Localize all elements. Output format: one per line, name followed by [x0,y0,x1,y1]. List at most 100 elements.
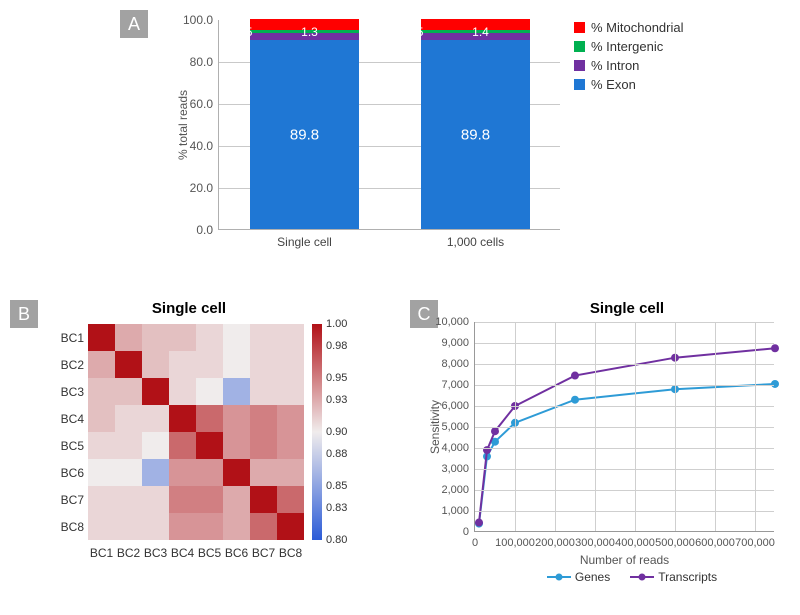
heatmap-cell [88,486,115,513]
series-line [479,348,775,522]
panel-a-ytick: 0.0 [196,223,219,237]
heatmap-cell [223,432,250,459]
panel-c-ytick: 6,000 [441,400,475,412]
heatmap-cell [88,405,115,432]
bar-value-label: 3.5 [407,25,424,39]
legend-label: Genes [575,570,610,584]
heatmap-cell [196,513,223,540]
legend-label: % Intron [591,58,639,73]
panel-c-ytick: 5,000 [441,421,475,433]
panel-c-gridline [475,406,774,407]
bar-value-label: 5.3 [367,15,384,29]
legend-swatch [574,41,585,52]
panel-c-legend: GenesTranscripts [474,570,790,585]
heatmap-cell [196,432,223,459]
heatmap-cell [142,378,169,405]
panel-c-ytick: 9,000 [441,337,475,349]
colorbar-tick: 0.85 [326,480,347,492]
heatmap-cell [250,486,277,513]
series-marker [771,344,779,352]
panel-c-ytick: 8,000 [441,358,475,370]
legend-marker-icon [630,572,654,582]
heatmap-cell [88,432,115,459]
panel-c-gridline [475,385,774,386]
panel-c-ytick: 2,000 [441,484,475,496]
heatmap-cell [169,405,196,432]
colorbar-tick: 1.00 [326,318,347,330]
colorbar-tick: 0.98 [326,340,347,352]
heatmap-row-label: BC5 [44,439,84,453]
heatmap-cell [142,324,169,351]
heatmap-cell [196,459,223,486]
heatmap-col-label: BC8 [279,546,302,560]
legend-item: % Exon [574,77,684,92]
heatmap-cell [88,324,115,351]
legend-swatch [574,79,585,90]
colorbar-tick: 0.90 [326,426,347,438]
panel-a-xcat: Single cell [277,235,332,249]
heatmap-col-label: BC2 [117,546,140,560]
colorbar-tick: 0.95 [326,372,347,384]
heatmap-cell [115,459,142,486]
panel-c-ytick: 3,000 [441,463,475,475]
series-line [479,384,775,524]
heatmap-cell [250,513,277,540]
heatmap-cell [115,351,142,378]
panel-c-xtick: 400,000 [615,537,655,549]
heatmap-col-label: BC3 [144,546,167,560]
panel-a-ytick: 40.0 [190,139,219,153]
bar-top-labels: 3.51.35.3 [236,25,383,39]
heatmap-cell [142,405,169,432]
heatmap-cell [277,486,304,513]
heatmap-row-label: BC6 [44,466,84,480]
bar-value-label: 3.5 [236,25,253,39]
heatmap-cell [115,324,142,351]
heatmap-colorbar: 1.000.980.950.930.900.880.850.830.80 [312,324,322,540]
panel-c-ytick: 1,000 [441,505,475,517]
heatmap-cell [223,405,250,432]
panel-c-xtick: 0 [472,537,478,549]
heatmap-cell [196,351,223,378]
heatmap-cell [223,486,250,513]
legend-swatch [574,22,585,33]
panel-c-gridline [475,511,774,512]
panel-c-xtick: 600,000 [695,537,735,549]
heatmap-row-label: BC7 [44,493,84,507]
panel-c-xtick: 500,000 [655,537,695,549]
panel-c: Single cell Sensitivity Number of reads … [420,300,790,600]
panel-a-legend: % Mitochondrial% Intergenic% Intron% Exo… [574,20,684,96]
legend-item: % Intron [574,58,684,73]
panel-c-gridline [475,469,774,470]
panel-c-gridline [475,364,774,365]
series-marker [491,427,499,435]
series-marker [771,380,779,388]
panel-c-gridline [475,448,774,449]
heatmap-cell [250,351,277,378]
panel-c-gridline [475,322,774,323]
heatmap-cell [223,378,250,405]
panel-c-xlabel: Number of reads [475,553,774,567]
heatmap-cell [250,378,277,405]
panel-b-title: Single cell [44,300,334,317]
panel-a: % total reads 0.020.040.060.080.0100.0Si… [158,10,728,268]
heatmap-cell [250,324,277,351]
panel-c-xtick: 200,000 [535,537,575,549]
heatmap-row-label: BC8 [44,520,84,534]
heatmap-cell [223,324,250,351]
heatmap-cell [223,459,250,486]
series-marker [475,519,483,527]
heatmap-col-label: BC5 [198,546,221,560]
heatmap-cell [169,351,196,378]
bar-top-labels: 3.51.45.4 [407,25,554,39]
heatmap-cell [277,405,304,432]
panel-c-gridline [475,343,774,344]
panel-a-ytick: 80.0 [190,55,219,69]
heatmap-cell [142,351,169,378]
heatmap-cell [250,459,277,486]
legend-label: % Mitochondrial [591,20,684,35]
heatmap-cell [196,405,223,432]
heatmap-cell [277,324,304,351]
panel-a-label: A [120,10,148,38]
heatmap-cell [277,513,304,540]
panel-c-xtick: 700,000 [735,537,775,549]
